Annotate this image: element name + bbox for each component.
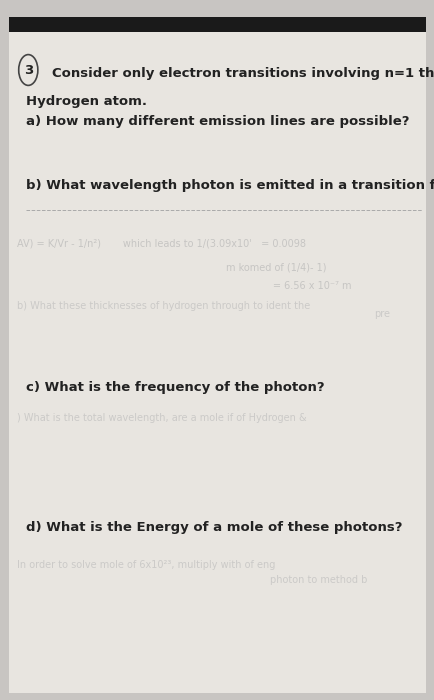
- Text: m komed of (1/4)- 1): m komed of (1/4)- 1): [226, 262, 326, 272]
- Text: d) What is the Energy of a mole of these photons?: d) What is the Energy of a mole of these…: [26, 522, 402, 535]
- Text: photon to method b: photon to method b: [269, 575, 366, 585]
- Text: AV) = K/Vr - 1/n²)       which leads to 1/(3.09x10'   = 0.0098: AV) = K/Vr - 1/n²) which leads to 1/(3.0…: [17, 238, 306, 248]
- Text: ) What is the total wavelength, are a mole if of Hydrogen &: ) What is the total wavelength, are a mo…: [17, 413, 306, 423]
- Text: Consider only electron transitions involving n=1 through n=5 in a: Consider only electron transitions invol…: [52, 66, 434, 80]
- Text: c) What is the frequency of the photon?: c) What is the frequency of the photon?: [26, 382, 324, 395]
- Text: a) How many different emission lines are possible?: a) How many different emission lines are…: [26, 116, 409, 129]
- Text: 3: 3: [23, 64, 33, 76]
- Text: = 6.56 x 10⁻⁷ m: = 6.56 x 10⁻⁷ m: [226, 281, 351, 291]
- Text: b) What these thicknesses of hydrogen through to ident the: b) What these thicknesses of hydrogen th…: [17, 301, 310, 311]
- Text: Hydrogen atom.: Hydrogen atom.: [26, 94, 147, 108]
- Text: pre: pre: [373, 309, 389, 319]
- Text: In order to solve mole of 6x10²³, multiply with of eng: In order to solve mole of 6x10²³, multip…: [17, 560, 275, 570]
- Text: b) What wavelength photon is emitted in a transition from n=3 to n=: b) What wavelength photon is emitted in …: [26, 178, 434, 192]
